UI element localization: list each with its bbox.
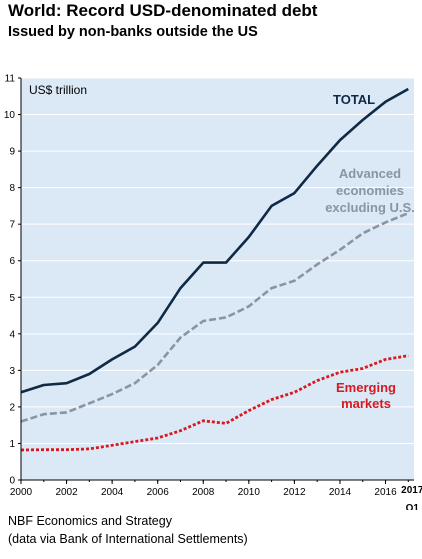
x-tick-label: 2014 bbox=[329, 487, 352, 498]
line-chart: 0 1 2 3 4 5 6 7 8 9 10 11 2000 2002 2004 2006 2008 2010 20… bbox=[4, 74, 422, 511]
series-lines bbox=[20, 87, 409, 452]
x-tick-label: 2006 bbox=[147, 487, 170, 498]
y-tick-label: 7 bbox=[9, 220, 15, 231]
chart-labels: US$ trillion TOTAL Advanced economies exclud… bbox=[29, 83, 415, 411]
chart-title: World: Record USD-denominated debt bbox=[8, 1, 318, 20]
x-tick-label-last: 2017 bbox=[401, 485, 422, 496]
axes: 0 1 2 3 4 5 6 7 8 9 10 11 2000 2002 2004 2006 2008 2010 20… bbox=[4, 74, 422, 511]
series-line-emerging bbox=[20, 354, 409, 452]
y-tick-label: 2 bbox=[9, 402, 15, 413]
y-tick-label: 9 bbox=[9, 147, 15, 158]
source-line-2: (data via Bank of International Settleme… bbox=[8, 532, 248, 546]
series-label-total: TOTAL bbox=[333, 92, 375, 107]
series-line-total bbox=[20, 87, 409, 394]
gridlines bbox=[21, 77, 414, 444]
x-tick-label: 2004 bbox=[101, 487, 124, 498]
y-axis-unit-label: US$ trillion bbox=[29, 83, 87, 97]
y-tick-label: 5 bbox=[9, 293, 15, 304]
x-tick-label: 2012 bbox=[283, 487, 306, 498]
x-tick-label: 2000 bbox=[10, 487, 33, 498]
x-tick-label: 2010 bbox=[238, 487, 261, 498]
y-tick-label: 0 bbox=[9, 476, 15, 487]
y-tick-label: 8 bbox=[9, 183, 15, 194]
plot-area bbox=[21, 78, 414, 480]
y-tick-label: 11 bbox=[5, 74, 16, 85]
series-label-advanced-line: excluding U.S. bbox=[325, 200, 415, 215]
series-label-emerging-line: Emerging bbox=[336, 380, 396, 395]
x-tick-label: 2016 bbox=[374, 487, 397, 498]
y-tick-label: 1 bbox=[9, 439, 15, 450]
y-tick-label: 6 bbox=[9, 256, 15, 267]
x-tick-label: 2008 bbox=[192, 487, 215, 498]
series-label-advanced-line: economies bbox=[336, 183, 404, 198]
chart-subtitle: Issued by non-banks outside the US bbox=[8, 24, 258, 40]
series-label-emerging-line: markets bbox=[341, 396, 391, 411]
x-tick-label: 2002 bbox=[55, 487, 78, 498]
series-label-advanced-line: Advanced bbox=[339, 166, 401, 181]
series-line-advanced bbox=[20, 211, 409, 423]
x-tick-sublabel-last: Q1 bbox=[406, 503, 420, 510]
source-line-1: NBF Economics and Strategy bbox=[8, 514, 172, 528]
y-tick-label: 10 bbox=[4, 110, 16, 121]
y-tick-label: 3 bbox=[9, 366, 15, 377]
y-tick-label: 4 bbox=[9, 329, 15, 340]
